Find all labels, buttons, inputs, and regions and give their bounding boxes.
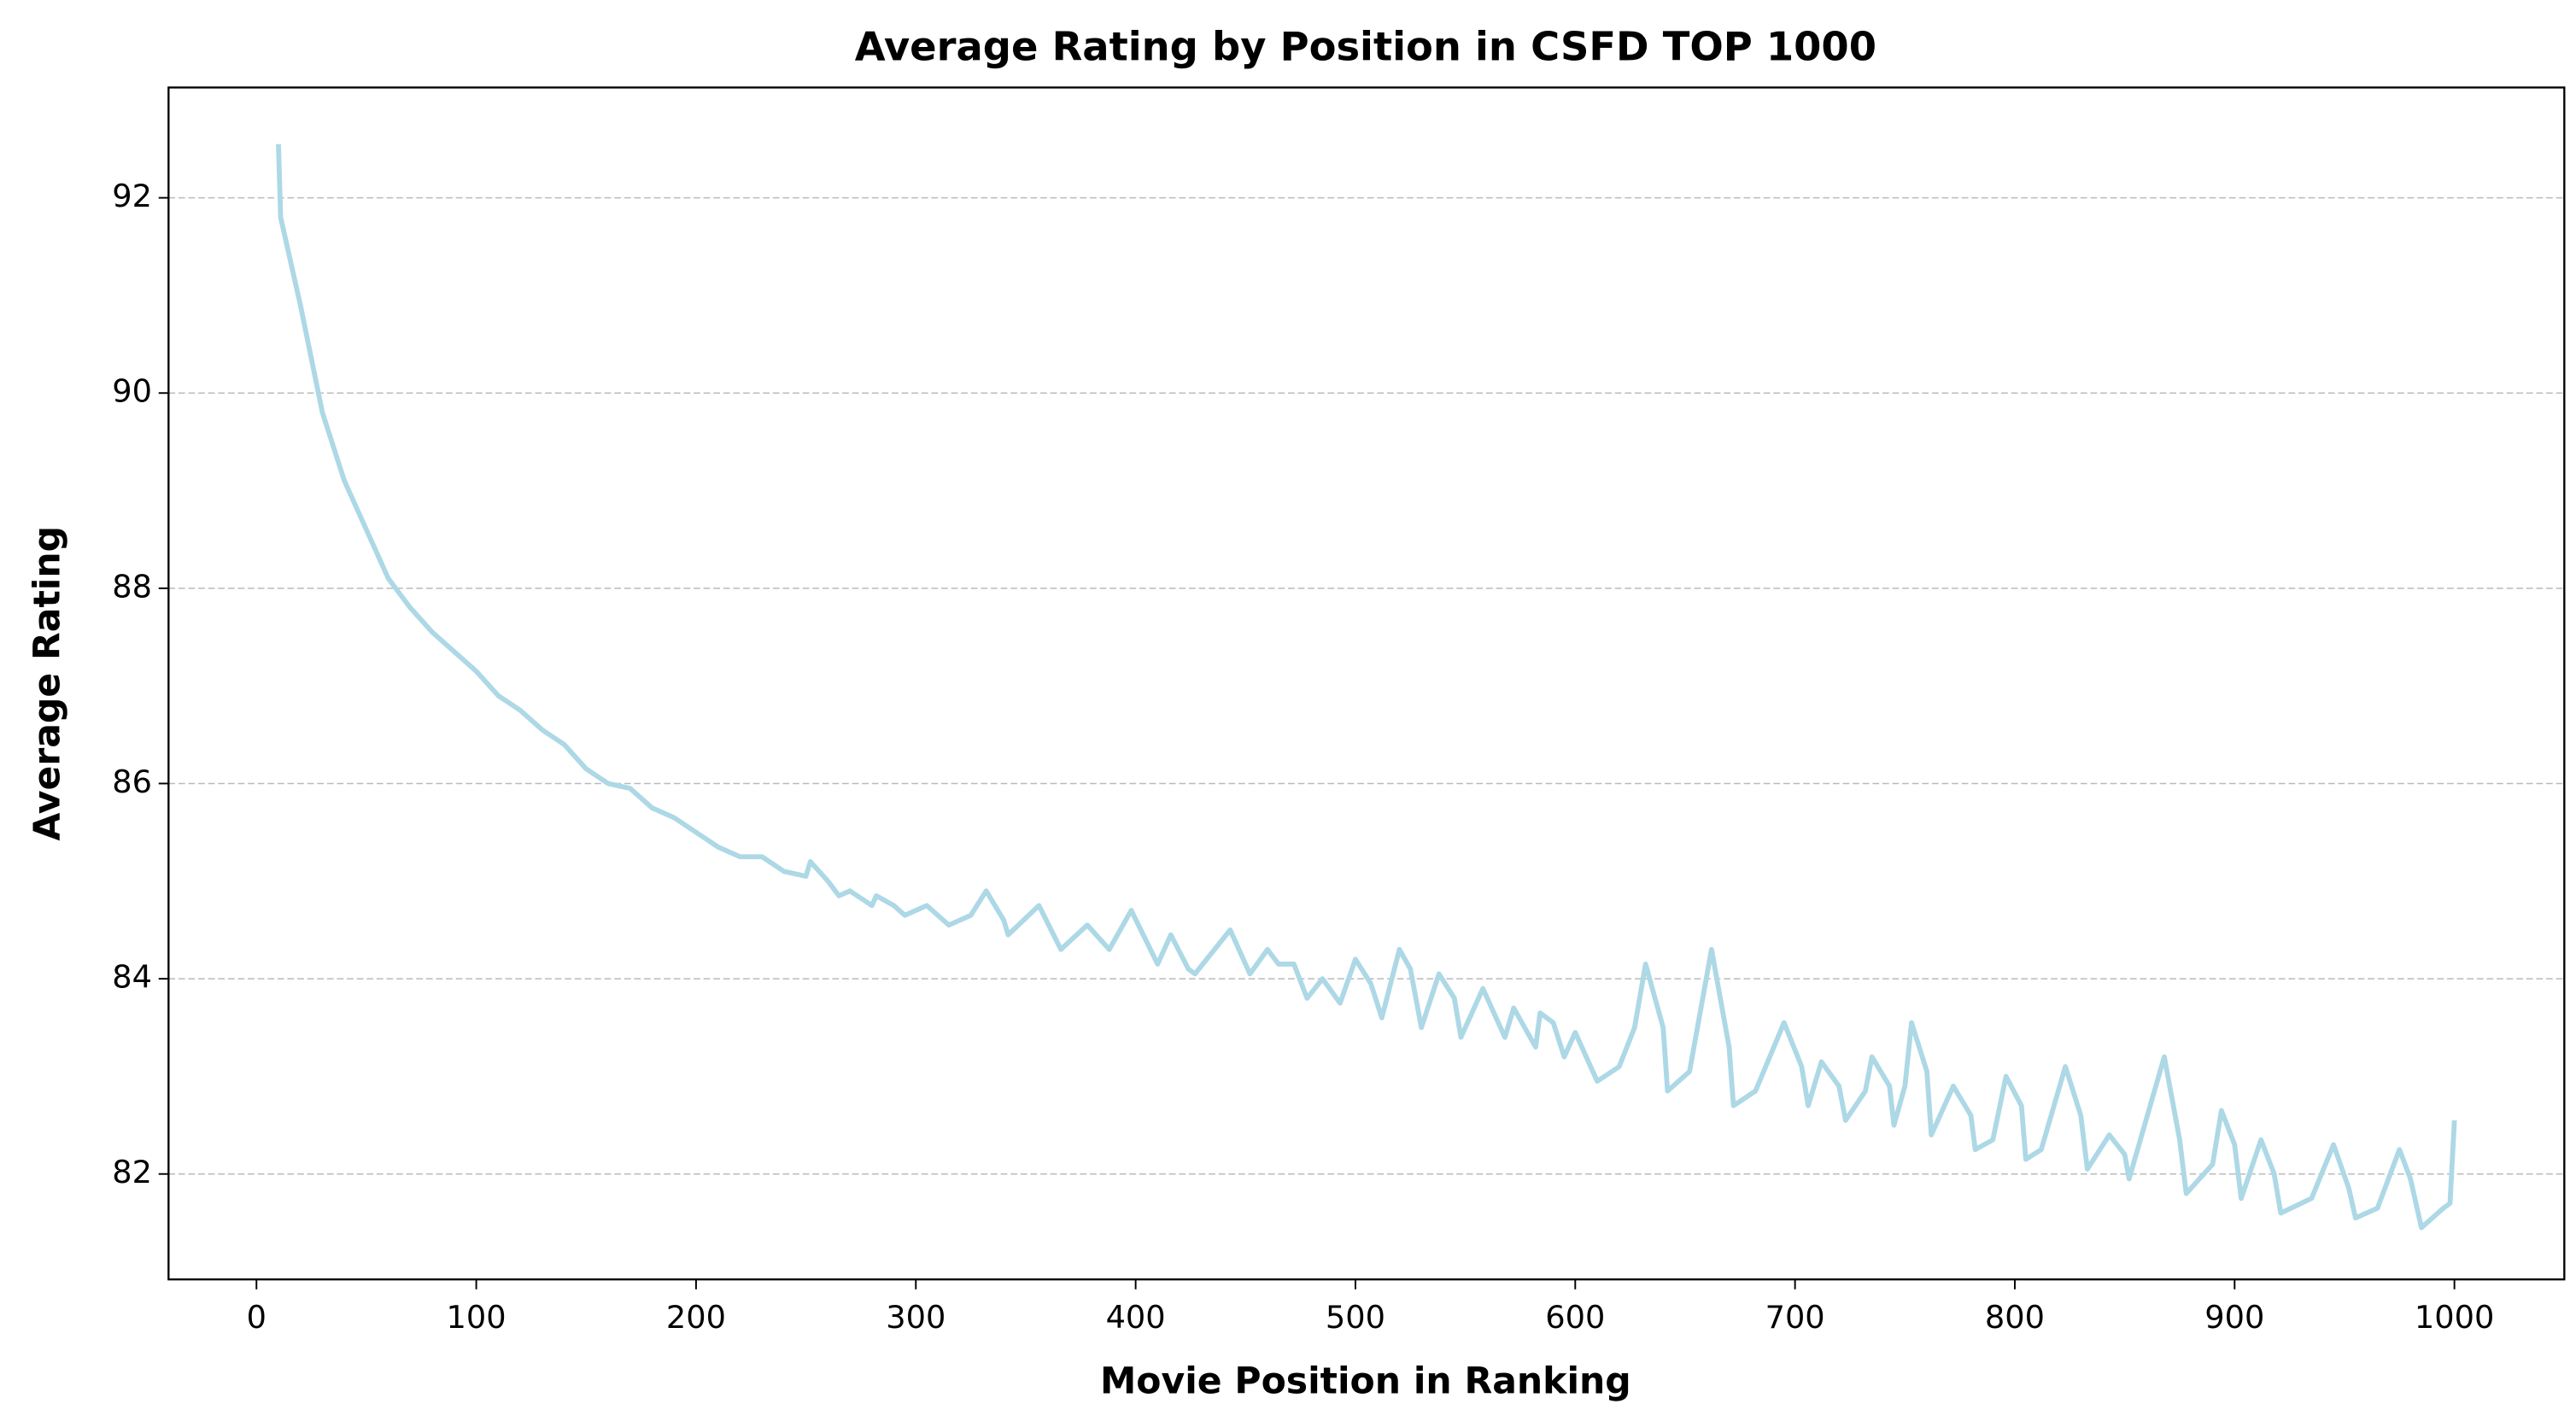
y-axis-label: Average Rating — [27, 526, 69, 841]
y-tick-label: 84 — [112, 959, 152, 996]
data-line — [276, 143, 2457, 1231]
x-tick-label: 800 — [1985, 1299, 2045, 1336]
y-tick-label: 86 — [112, 763, 152, 800]
y-tick-label: 88 — [112, 568, 152, 605]
x-tick-label: 200 — [666, 1299, 726, 1336]
x-tick-label: 300 — [886, 1299, 946, 1336]
y-tick-label: 82 — [112, 1154, 152, 1190]
y-tick-label: 90 — [112, 373, 152, 410]
x-tick-label: 600 — [1545, 1299, 1605, 1336]
x-tick-label: 400 — [1106, 1299, 1166, 1336]
x-axis-label: Movie Position in Ranking — [1100, 1360, 1631, 1402]
x-tick-label: 900 — [2204, 1299, 2264, 1336]
x-tick-label: 1000 — [2415, 1299, 2494, 1336]
chart-title: Average Rating by Position in CSFD TOP 1… — [855, 23, 1876, 69]
axes-frame — [167, 86, 2566, 1281]
x-tick-label: 500 — [1326, 1299, 1385, 1336]
x-tick-label: 0 — [247, 1299, 266, 1336]
x-tick-label: 700 — [1765, 1299, 1825, 1336]
y-tick-label: 92 — [112, 178, 152, 214]
x-tick-label: 100 — [447, 1299, 506, 1336]
